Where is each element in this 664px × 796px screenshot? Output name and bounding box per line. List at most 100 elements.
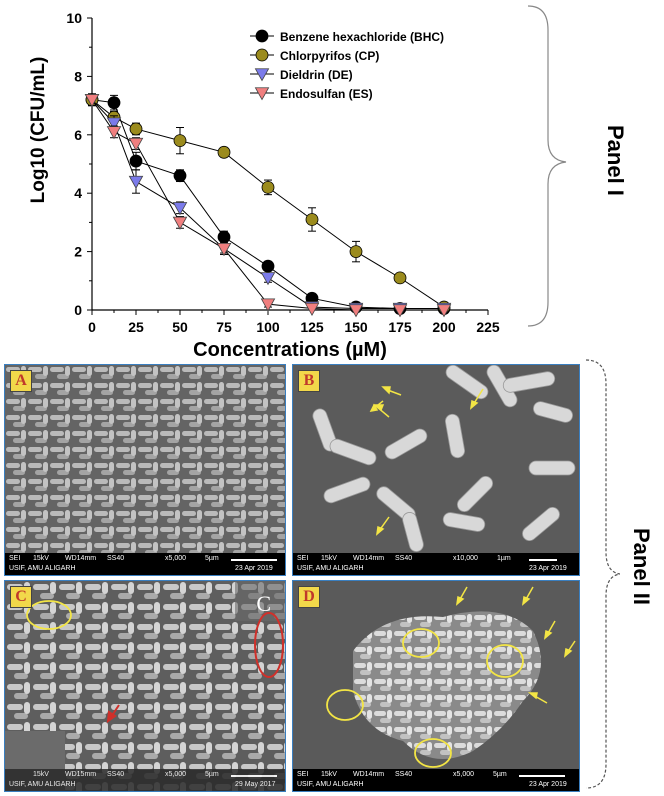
legend-item-1: Chlorpyrifos (CP) (250, 48, 379, 63)
sem-d-ss: SS40 (395, 771, 413, 778)
y-axis-label: Log10 (CFU/mL) (28, 57, 49, 204)
legend-label: Benzene hexachloride (BHC) (280, 30, 444, 44)
legend-item-3: Endosulfan (ES) (250, 87, 373, 101)
sem-b-facility: USIF, AMU ALIGARH (297, 565, 364, 572)
data-point (255, 29, 269, 43)
data-point (84, 94, 100, 108)
x-tick-label: 25 (128, 319, 144, 335)
panel-2-label: Panel II (629, 528, 654, 606)
sem-d-date: 23 Apr 2019 (529, 781, 567, 788)
sem-a-date: 23 Apr 2019 (235, 565, 273, 572)
data-point (393, 271, 407, 285)
sem-image-d: D SEI 15kV WD14mm SS40 x5,000 5µm USIF, … (292, 580, 580, 792)
sem-c-wd: WD15mm (65, 771, 97, 778)
data-point (261, 259, 275, 273)
line-chart: 0 25 50 75 100 125 150 175 200 225 0 2 4 6 8 10 Benzene… (28, 5, 567, 361)
data-point (106, 117, 122, 131)
legend-item-0: Benzene hexachloride (BHC) (250, 29, 444, 44)
data-point (217, 230, 231, 244)
y-tick-label: 2 (74, 244, 82, 260)
legend-label: Chlorpyrifos (CP) (280, 49, 379, 63)
sem-b-mode: SEI (297, 555, 309, 562)
sem-info-bar-c: 15kV WD15mm SS40 x5,000 5µm USIF, AMU AL… (5, 769, 285, 791)
data-point (349, 245, 363, 259)
sem-image-c: C C 15kV WD15mm SS40 x5,000 5µm USIF, AM… (4, 580, 286, 792)
x-tick-label: 125 (300, 319, 324, 335)
sem-c-date: 29 May 2017 (235, 781, 276, 788)
data-point (172, 202, 188, 216)
series-line (91, 99, 444, 310)
chart-legend: Benzene hexachloride (BHC) Chlorpyrifos (… (250, 29, 444, 101)
sem-c-mag: x5,000 (165, 771, 187, 778)
sem-info-bar-d: SEI 15kV WD14mm SS40 x5,000 5µm USIF, AM… (293, 769, 579, 791)
data-point (255, 48, 269, 62)
series-line (91, 99, 444, 310)
sem-a-scale: 5µm (205, 555, 219, 562)
y-tick-label: 4 (74, 185, 82, 201)
sem-annotations-b (369, 386, 484, 536)
sem-b-ss: SS40 (395, 555, 413, 562)
sem-d-wd: WD14mm (353, 771, 385, 778)
sem-a-mag: x5,000 (165, 555, 187, 562)
sem-inner-label-c: C (256, 591, 271, 616)
sem-image-a: A SEI 15kV WD14mm SS40 x5,000 5µm USIF, … (4, 364, 286, 576)
chart-series (84, 93, 452, 318)
legend-label: Endosulfan (ES) (280, 87, 373, 101)
data-point (173, 134, 187, 148)
data-point (128, 137, 144, 151)
sem-info-bar-a: SEI 15kV WD14mm SS40 x5,000 5µm USIF, AM… (5, 553, 285, 575)
x-tick-label: 200 (432, 319, 456, 335)
x-tick-label: 150 (344, 319, 368, 335)
sem-c-scale: 5µm (205, 771, 219, 778)
sem-letter-b: B (298, 370, 320, 392)
sem-c-kv: 15kV (33, 771, 49, 778)
panel-1-label: Panel I (603, 125, 628, 196)
series-line (91, 99, 445, 308)
sem-texture-b (293, 365, 579, 575)
sem-image-b: B SEI 15kV WD14mm SS40 x10,000 1µm USIF,… (292, 364, 580, 576)
data-point (107, 96, 121, 110)
x-tick-label: 225 (476, 319, 500, 335)
sem-c-ss: SS40 (107, 771, 125, 778)
sem-b-scale: 1µm (497, 555, 511, 562)
data-point (254, 68, 270, 82)
sem-a-kv: 15kV (33, 555, 49, 562)
x-tick-label: 50 (172, 319, 188, 335)
legend-item-2: Dieldrin (DE) (250, 68, 353, 82)
sem-a-scalebar (231, 559, 277, 561)
x-tick-label: 100 (256, 319, 280, 335)
sem-b-date: 23 Apr 2019 (529, 565, 567, 572)
y-tick-label: 10 (66, 10, 82, 26)
sem-b-kv: 15kV (321, 555, 337, 562)
data-point (392, 304, 408, 318)
data-point (172, 216, 188, 230)
sem-d-kv: 15kV (321, 771, 337, 778)
y-tick-label: 6 (74, 127, 82, 143)
x-axis-label: Concentrations (µM) (193, 339, 387, 361)
data-point (260, 298, 276, 312)
data-point (261, 180, 275, 194)
sem-b-mag: x10,000 (453, 555, 478, 562)
legend-label: Dieldrin (DE) (280, 68, 353, 82)
series-3 (84, 93, 452, 318)
data-point (348, 304, 364, 318)
sem-c-facility: USIF, AMU ALIGARH (9, 781, 76, 788)
sem-d-scalebar (519, 775, 565, 777)
sem-letter-c: C (10, 586, 32, 608)
panel-2-brace (585, 359, 620, 789)
sem-b-scalebar (529, 559, 557, 561)
sem-a-mode: SEI (9, 555, 21, 562)
data-point (128, 175, 144, 189)
sem-a-facility: USIF, AMU ALIGARH (9, 565, 76, 572)
data-point (129, 154, 143, 168)
sem-texture-d (293, 581, 579, 791)
sem-texture-a (5, 365, 285, 575)
sem-d-mode: SEI (297, 771, 309, 778)
data-point (129, 122, 143, 136)
data-point (304, 302, 320, 316)
sem-annotations-c (26, 600, 284, 724)
sem-d-mag: x5,000 (453, 771, 475, 778)
panel-1-brace (527, 5, 567, 327)
data-point (106, 126, 122, 140)
x-tick-label: 175 (388, 319, 412, 335)
